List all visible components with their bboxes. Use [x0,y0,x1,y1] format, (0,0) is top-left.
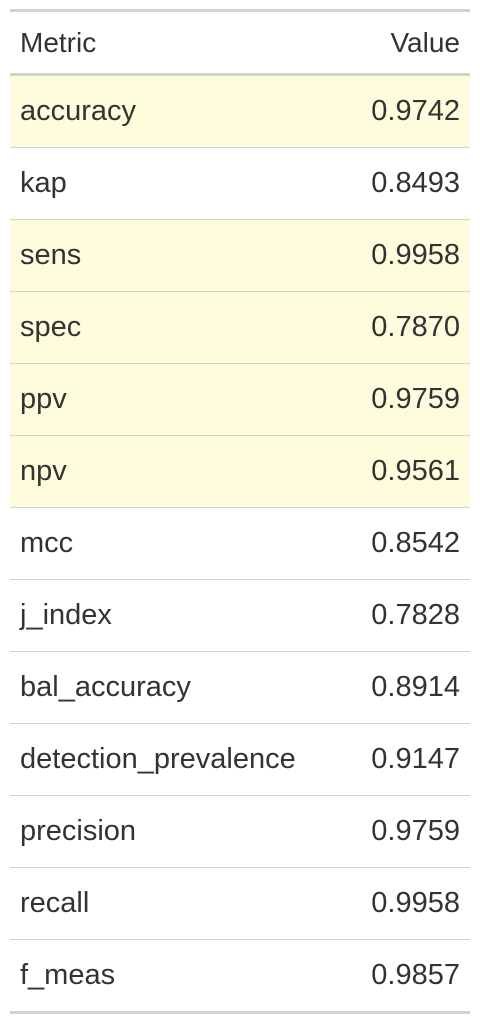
table-row: precision 0.9759 [10,795,470,868]
column-header-value: Value [350,12,470,76]
value-cell: 0.8493 [350,147,470,220]
table-row: bal_accuracy 0.8914 [10,651,470,724]
value-cell: 0.9742 [350,74,470,148]
metric-cell: spec [10,291,350,364]
value-cell: 0.9561 [350,435,470,508]
metric-cell: accuracy [10,74,350,148]
value-cell: 0.9759 [350,363,470,436]
table-row: mcc 0.8542 [10,507,470,580]
table-row: spec 0.7870 [10,291,470,364]
table-row: npv 0.9561 [10,435,470,508]
table-row: detection_prevalence 0.9147 [10,723,470,796]
metric-cell: recall [10,867,350,940]
metric-cell: ppv [10,363,350,436]
metrics-table: Metric Value accuracy 0.9742 kap 0.8493 sens… [10,12,470,1011]
table-row: f_meas 0.9857 [10,940,470,1012]
metric-cell: mcc [10,507,350,580]
metric-cell: j_index [10,579,350,652]
value-cell: 0.9759 [350,795,470,868]
table-row: kap 0.8493 [10,147,470,220]
value-cell: 0.8542 [350,507,470,580]
metric-cell: sens [10,219,350,292]
table-body: accuracy 0.9742 kap 0.8493 sens 0.9958 spec 0.7… [10,74,470,1012]
table-row: accuracy 0.9742 [10,74,470,148]
value-cell: 0.8914 [350,651,470,724]
metric-cell: detection_prevalence [10,723,350,796]
value-cell: 0.7870 [350,291,470,364]
value-cell: 0.9958 [350,867,470,940]
metric-cell: f_meas [20,959,116,991]
metric-cell: precision [10,795,350,868]
table-row: ppv 0.9759 [10,363,470,436]
header-row: Metric Value [10,12,470,76]
value-cell: 0.9147 [350,723,470,796]
metrics-table-container: Metric Value accuracy 0.9742 kap 0.8493 sens… [10,9,470,1014]
value-cell: 0.9958 [350,219,470,292]
metric-cell: bal_accuracy [10,651,350,724]
table-row: j_index 0.7828 [10,579,470,652]
table-row: sens 0.9958 [10,219,470,292]
value-cell: 0.9857 [371,959,460,991]
metric-cell: npv [10,435,350,508]
table-header: Metric Value [10,12,470,76]
column-header-metric: Metric [10,12,350,76]
table-row: recall 0.9958 [10,867,470,940]
value-cell: 0.7828 [350,579,470,652]
metric-cell: kap [10,147,350,220]
